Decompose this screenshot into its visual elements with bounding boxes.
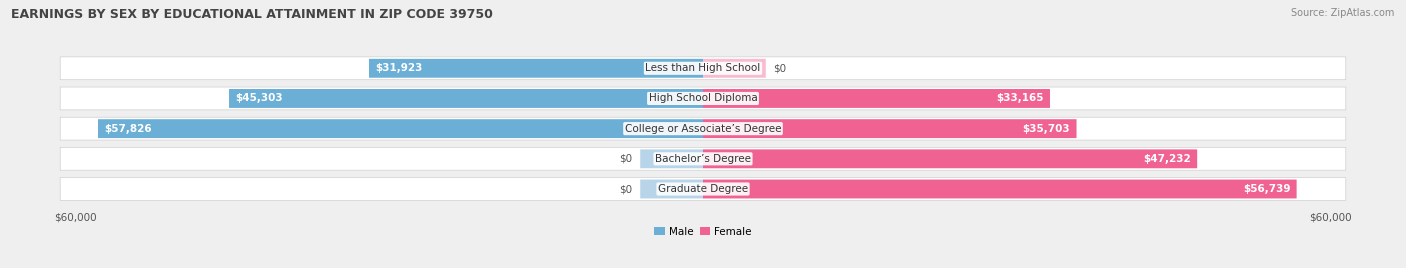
FancyBboxPatch shape <box>703 59 766 78</box>
Text: EARNINGS BY SEX BY EDUCATIONAL ATTAINMENT IN ZIP CODE 39750: EARNINGS BY SEX BY EDUCATIONAL ATTAINMEN… <box>11 8 494 21</box>
Text: $31,923: $31,923 <box>375 63 423 73</box>
Text: College or Associate’s Degree: College or Associate’s Degree <box>624 124 782 134</box>
Text: $47,232: $47,232 <box>1143 154 1191 164</box>
FancyBboxPatch shape <box>703 89 1050 108</box>
Text: $33,165: $33,165 <box>997 94 1043 103</box>
Text: $45,303: $45,303 <box>235 94 283 103</box>
Text: $0: $0 <box>773 63 786 73</box>
FancyBboxPatch shape <box>368 59 703 78</box>
FancyBboxPatch shape <box>703 119 1077 138</box>
Text: High School Diploma: High School Diploma <box>648 94 758 103</box>
FancyBboxPatch shape <box>60 178 1346 200</box>
FancyBboxPatch shape <box>703 180 1296 198</box>
Text: Source: ZipAtlas.com: Source: ZipAtlas.com <box>1291 8 1395 18</box>
FancyBboxPatch shape <box>98 119 703 138</box>
Text: Less than High School: Less than High School <box>645 63 761 73</box>
Legend: Male, Female: Male, Female <box>650 222 756 241</box>
Text: $0: $0 <box>620 184 633 194</box>
Text: $35,703: $35,703 <box>1022 124 1070 134</box>
FancyBboxPatch shape <box>229 89 703 108</box>
FancyBboxPatch shape <box>60 117 1346 140</box>
FancyBboxPatch shape <box>60 147 1346 170</box>
Text: $0: $0 <box>620 154 633 164</box>
Text: $56,739: $56,739 <box>1243 184 1291 194</box>
Text: $57,826: $57,826 <box>104 124 152 134</box>
FancyBboxPatch shape <box>60 87 1346 110</box>
FancyBboxPatch shape <box>60 57 1346 80</box>
FancyBboxPatch shape <box>703 149 1197 168</box>
Text: Graduate Degree: Graduate Degree <box>658 184 748 194</box>
Text: Bachelor’s Degree: Bachelor’s Degree <box>655 154 751 164</box>
FancyBboxPatch shape <box>640 149 703 168</box>
FancyBboxPatch shape <box>640 180 703 198</box>
